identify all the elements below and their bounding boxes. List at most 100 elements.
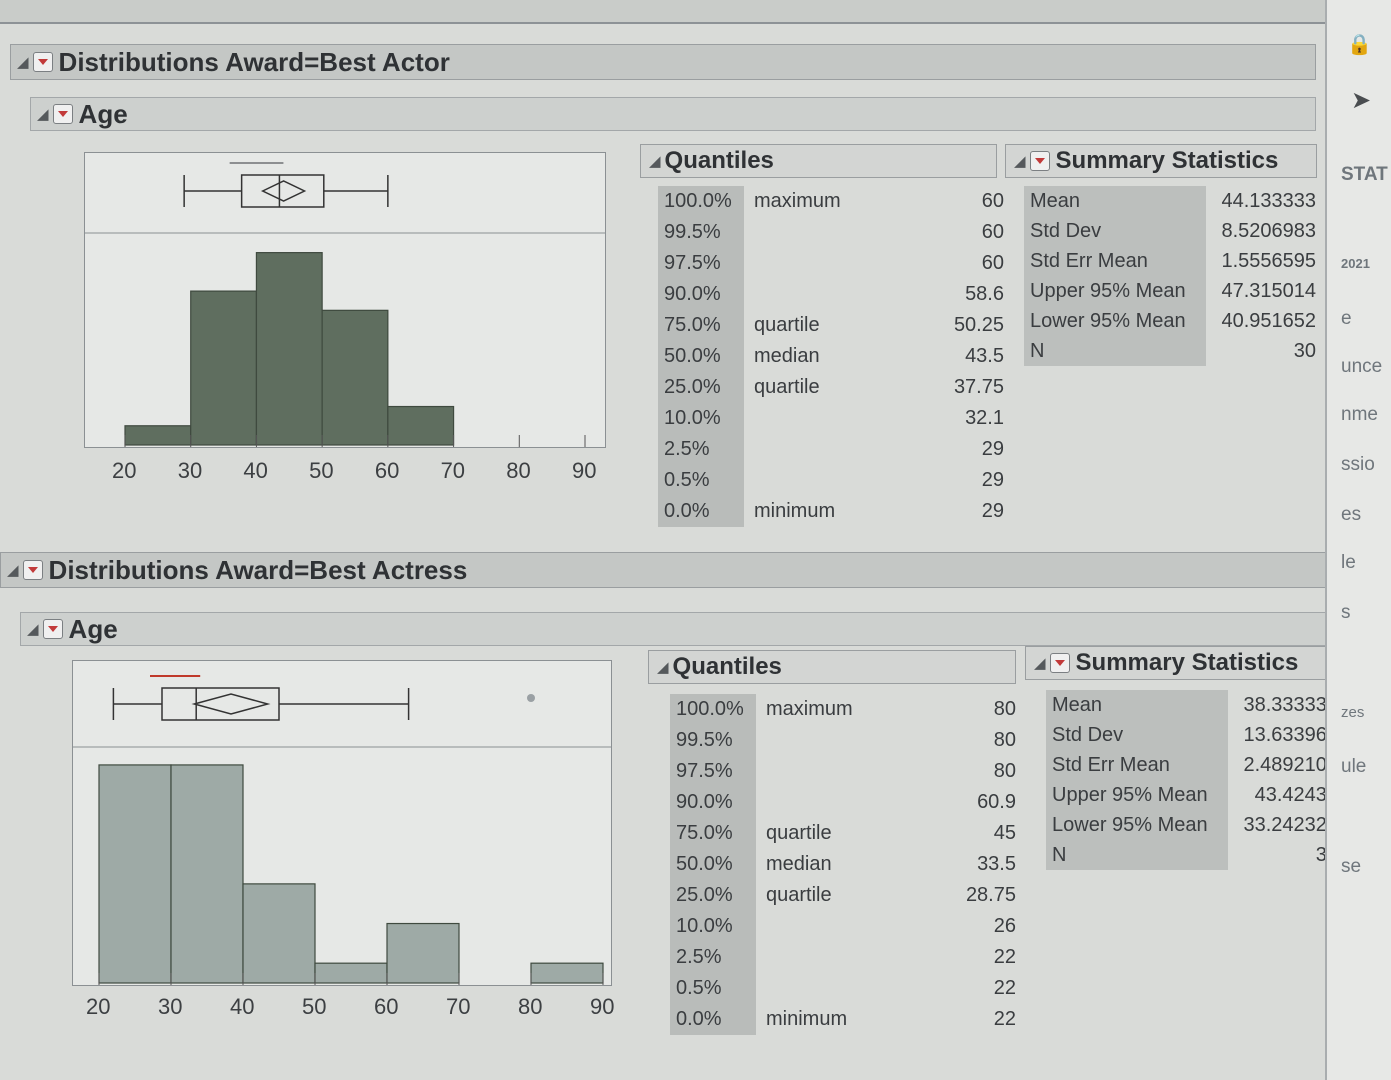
histogram-bar[interactable]	[170, 764, 244, 984]
collapse-triangle-icon[interactable]: ◢	[27, 621, 39, 638]
summary-row: Lower 95% Mean 33.242326	[1046, 810, 1342, 840]
histogram-bar[interactable]	[255, 252, 323, 446]
summary-value: 8.5206983	[1221, 219, 1316, 242]
quantile-value: 60	[981, 190, 1004, 212]
x-tick-label: 60	[374, 994, 399, 1019]
histogram-bar[interactable]	[314, 962, 388, 984]
quantile-percent: 2.5%	[658, 434, 744, 465]
summary-label: Lower 95% Mean	[1024, 306, 1206, 336]
quantile-value: 60	[981, 221, 1004, 243]
collapse-triangle-icon[interactable]: ◢	[7, 562, 19, 579]
quantile-label	[744, 248, 934, 279]
quantile-percent: 0.5%	[670, 973, 756, 1004]
x-tick-label: 70	[446, 994, 471, 1019]
quantile-value: 32.1	[965, 407, 1004, 429]
variable-age-bar[interactable]: ◢ Age	[30, 97, 1316, 131]
quantile-row: 25.0% quartile 28.75	[670, 880, 1020, 911]
quantile-value: 22	[993, 946, 1016, 968]
quantile-value: 60.9	[977, 791, 1016, 813]
collapse-triangle-icon[interactable]: ◢	[37, 106, 49, 123]
quantiles-header[interactable]: ◢ Quantiles	[648, 650, 1016, 684]
histogram-bar[interactable]	[387, 405, 455, 446]
quantile-label: minimum	[754, 500, 836, 522]
summary-label: Std Dev	[1046, 720, 1228, 750]
quantile-value: 43.5	[965, 345, 1004, 367]
quantile-label	[744, 403, 934, 434]
x-axis-ticks-actor: 20 30 40 50 60 70 80 90	[84, 458, 606, 488]
red-triangle-menu-icon[interactable]	[1029, 151, 1050, 171]
histogram-bar[interactable]	[242, 883, 316, 984]
quantile-value: 26	[993, 915, 1016, 937]
summary-statistics-header[interactable]: ◢ Summary Statistics	[1025, 646, 1345, 680]
quantile-label	[744, 465, 934, 496]
red-triangle-menu-icon[interactable]	[52, 104, 73, 124]
x-tick-label: 90	[572, 458, 597, 483]
histogram-bar[interactable]	[530, 962, 604, 984]
x-tick-label: 20	[86, 994, 111, 1019]
panel-fragment: e	[1341, 308, 1352, 329]
variable-age-bar[interactable]: ◢ Age	[20, 612, 1345, 646]
quantile-percent: 50.0%	[658, 341, 744, 372]
quantiles-table-actor: 100.0% maximum 60 99.5% 60 97.5% 60 90.0% 58.6 75…	[658, 186, 1008, 527]
summary-row: N30	[1046, 840, 1342, 870]
quantile-row: 0.0% minimum 22	[670, 1004, 1020, 1035]
outline-best-actress[interactable]: ◢ Distributions Award=Best Actress	[0, 552, 1345, 588]
histogram-bar[interactable]	[98, 764, 172, 984]
summary-row: Upper 95% Mean 47.315014	[1024, 276, 1320, 306]
histogram-bar[interactable]	[386, 922, 460, 984]
histogram-bar[interactable]	[124, 425, 192, 446]
quantile-percent: 25.0%	[658, 372, 744, 403]
histogram-bar[interactable]	[190, 290, 258, 446]
quartile-box[interactable]	[240, 174, 325, 208]
quantile-row: 99.5% 60	[658, 217, 1008, 248]
summary-label: Lower 95% Mean	[1046, 810, 1228, 840]
panel-fragment: nme	[1341, 404, 1378, 425]
quantile-row: 100.0% maximum 80	[670, 694, 1020, 725]
histogram-bar[interactable]	[321, 309, 389, 446]
histogram-boxplot-actor	[85, 162, 605, 447]
collapse-triangle-icon[interactable]: ◢	[1034, 655, 1046, 672]
quantile-value: 58.6	[965, 283, 1004, 305]
red-triangle-menu-icon[interactable]	[32, 52, 53, 72]
panel-fragment: ssio	[1341, 454, 1375, 475]
red-triangle-menu-icon[interactable]	[42, 619, 63, 639]
red-triangle-menu-icon[interactable]	[22, 560, 43, 580]
quantile-row: 50.0% median 43.5	[658, 341, 1008, 372]
panel-fragment: unce	[1341, 356, 1383, 377]
quantile-value: 50.25	[953, 314, 1004, 336]
summary-label: Mean	[1046, 690, 1228, 720]
collapse-triangle-icon[interactable]: ◢	[649, 153, 661, 170]
summary-statistics-header[interactable]: ◢ Summary Statistics	[1005, 144, 1317, 178]
quantile-label: maximum	[754, 190, 841, 212]
quantiles-header[interactable]: ◢ Quantiles	[640, 144, 997, 178]
quantile-row: 0.0% minimum 29	[658, 496, 1008, 527]
lock-icon[interactable]: 🔒	[1347, 34, 1372, 56]
quantile-value: 60	[981, 252, 1004, 274]
x-tick-label: 50	[309, 458, 334, 483]
quartile-box[interactable]	[161, 687, 280, 721]
quantile-value: 22	[993, 977, 1016, 999]
summary-value: 1.5556595	[1221, 249, 1316, 272]
quantile-row: 2.5% 22	[670, 942, 1020, 973]
variable-title: Age	[68, 613, 118, 644]
summary-value: 47.315014	[1221, 279, 1316, 302]
quantile-percent: 0.5%	[658, 465, 744, 496]
summary-label: Mean	[1024, 186, 1206, 216]
summary-label: N	[1046, 840, 1228, 870]
collapse-triangle-icon[interactable]: ◢	[657, 659, 669, 676]
collapse-triangle-icon[interactable]: ◢	[1014, 153, 1026, 170]
quantile-row: 75.0% quartile 45	[670, 818, 1020, 849]
collapse-triangle-icon[interactable]: ◢	[17, 54, 29, 71]
quantile-label: maximum	[766, 698, 853, 720]
red-triangle-menu-icon[interactable]	[1049, 653, 1070, 673]
panel-fragment: se	[1341, 856, 1362, 877]
outline-best-actor[interactable]: ◢ Distributions Award=Best Actor	[10, 44, 1316, 80]
x-tick-label: 40	[230, 994, 255, 1019]
panel-fragment: zes	[1341, 704, 1365, 721]
quantile-value: 22	[993, 1008, 1016, 1030]
outlier-point[interactable]	[527, 694, 535, 702]
quantile-label	[744, 434, 934, 465]
summary-label: Std Err Mean	[1024, 246, 1206, 276]
x-tick-label: 30	[158, 994, 183, 1019]
